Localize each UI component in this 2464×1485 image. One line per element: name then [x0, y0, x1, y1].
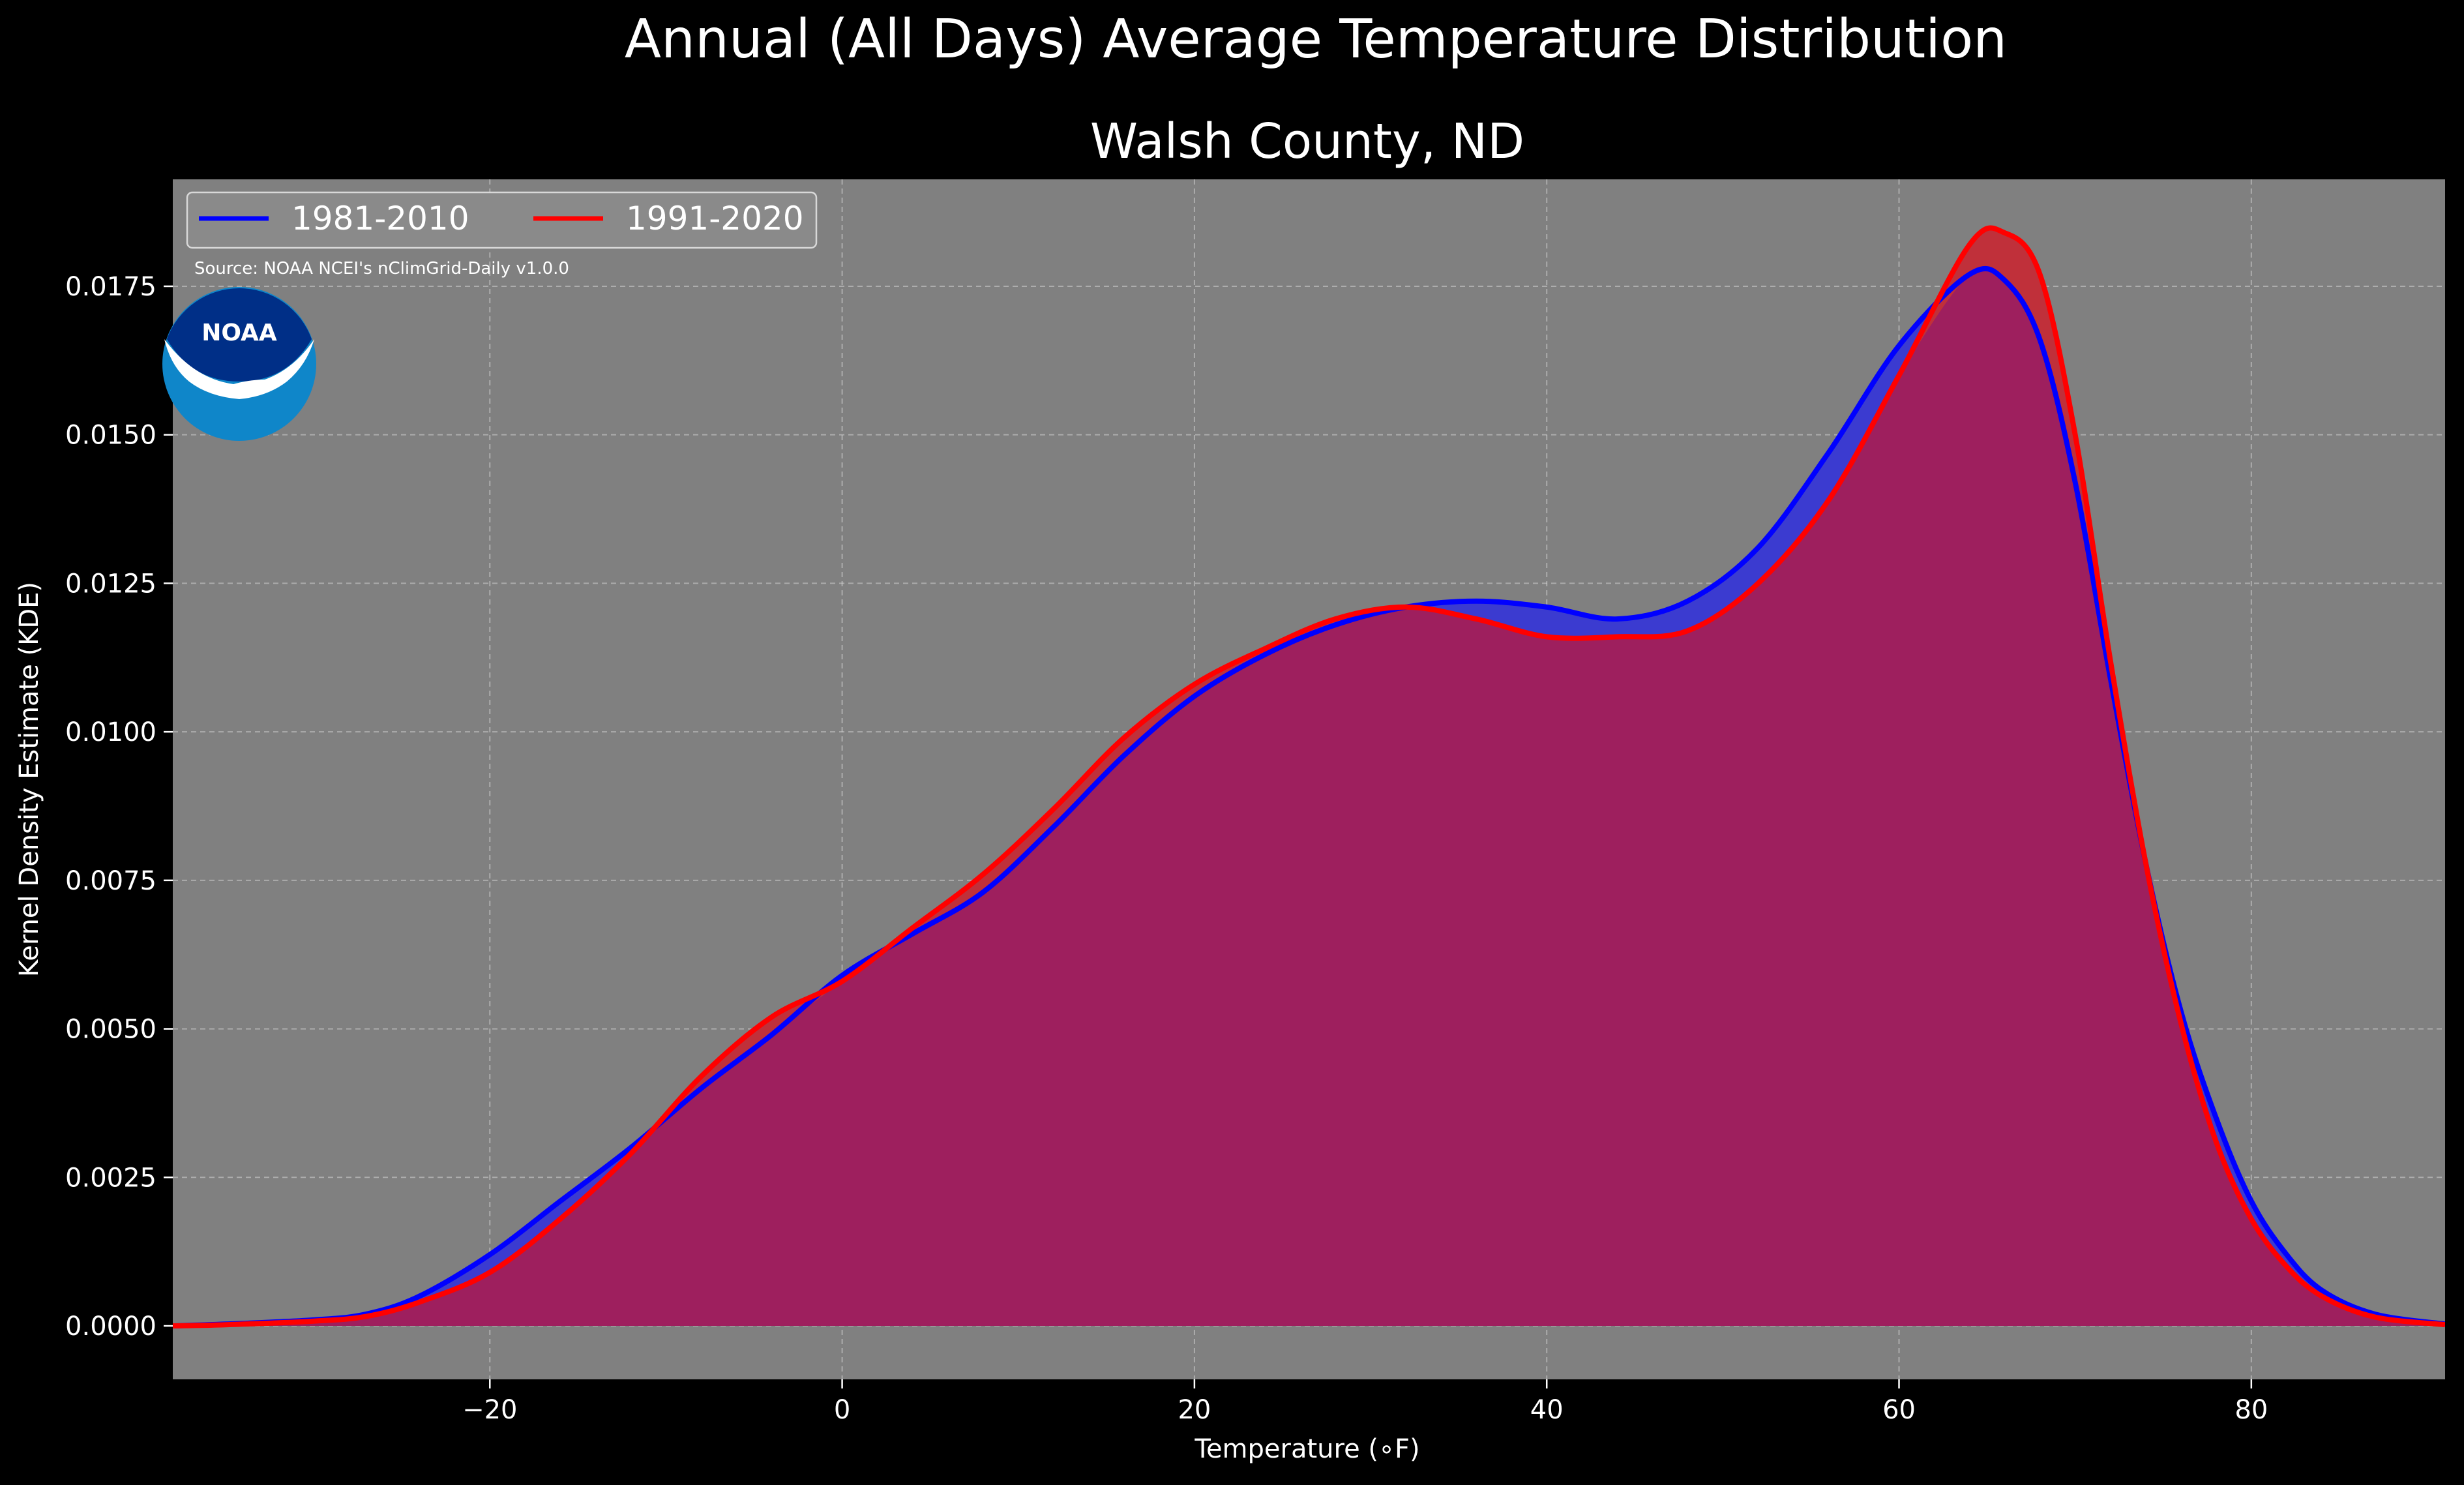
noaa-logo: NOAA [162, 287, 316, 441]
y-axis: 0.0000 0.0025 0.0050 0.0075 0.0100 0.0125 0.01… [65, 272, 173, 1342]
x-tick-label: −20 [462, 1395, 517, 1425]
chart-subtitle: Walsh County, ND [1090, 113, 1524, 170]
y-tick-label: 0.0075 [65, 866, 156, 896]
y-tick-label: 0.0050 [65, 1015, 156, 1045]
legend-label-1981-2010: 1981-2010 [291, 200, 469, 237]
source-note: Source: NOAA NCEI's nClimGrid-Daily v1.0… [194, 259, 569, 278]
y-tick-label: 0.0125 [65, 569, 156, 599]
chart-title: Annual (All Days) Average Temperature Di… [625, 8, 2007, 70]
x-axis-label: Temperature (∘F) [1194, 1434, 1419, 1464]
series-line-1991-2020 [173, 225, 2445, 1329]
y-tick-label: 0.0000 [65, 1312, 156, 1342]
legend: 1981-2010 1991-2020 [186, 191, 818, 249]
x-tick-label: 20 [1178, 1395, 1211, 1425]
x-tick-label: 0 [834, 1395, 850, 1425]
y-tick-label: 0.0150 [65, 421, 156, 451]
y-tick-label: 0.0100 [65, 717, 156, 747]
legend-box [186, 191, 818, 249]
x-tick-label: 80 [2234, 1395, 2268, 1425]
y-tick-label: 0.0025 [65, 1163, 156, 1193]
x-tick-label: 60 [1882, 1395, 1916, 1425]
series-layer [173, 225, 2445, 1329]
x-tick-label: 40 [1530, 1395, 1564, 1425]
legend-label-1991-2020: 1991-2020 [626, 200, 804, 237]
x-axis: −20 0 20 40 60 80 [462, 1379, 2268, 1425]
noaa-logo-text: NOAA [201, 320, 277, 346]
y-tick-label: 0.0175 [65, 272, 156, 302]
y-axis-label: Kernel Density Estimate (KDE) [14, 582, 44, 977]
